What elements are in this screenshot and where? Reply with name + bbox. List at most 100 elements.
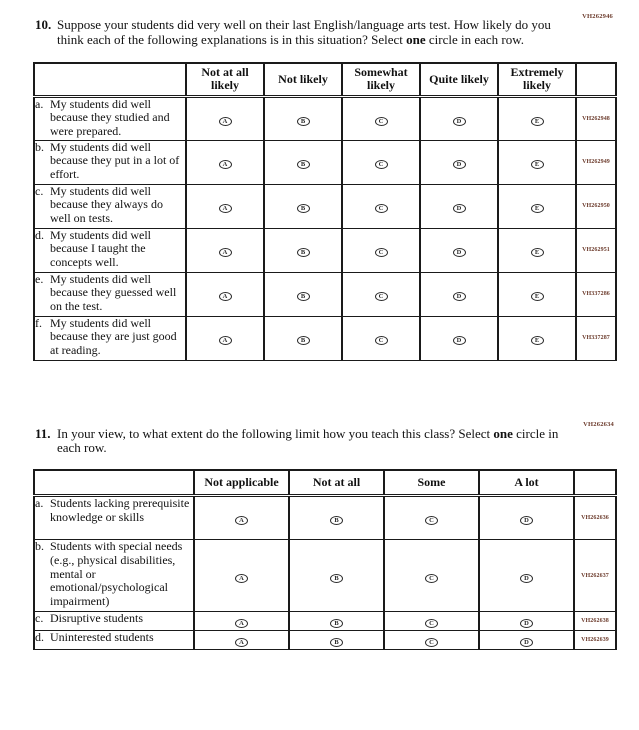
q11-a-bubble-b[interactable]: B — [330, 516, 343, 526]
q10-b-bubble-a[interactable]: A — [218, 160, 232, 170]
q11-a-bubble-d[interactable]: D — [520, 516, 533, 526]
q10-column-header-5: Extremely likely — [497, 62, 577, 98]
question-11-text-part1: In your view, to what extent do the foll… — [57, 425, 491, 441]
q11-column-header-1: Not applicable — [193, 468, 290, 498]
q10-c-bubble-e[interactable]: E — [530, 204, 544, 214]
q10-column-header-1: Not at all likely — [185, 62, 265, 98]
q10-c-bubble-b[interactable]: B — [296, 204, 310, 214]
q11-b-bubble-c[interactable]: C — [425, 573, 438, 583]
row-code: VH262949 — [575, 139, 617, 185]
q10-d-bubble-d[interactable]: D — [452, 248, 466, 258]
q11-b-bubble-d[interactable]: D — [520, 573, 533, 583]
q11-row-a: a. Students lacking prerequisite knowledg… — [33, 495, 617, 541]
row-label: My students did well because they put in… — [50, 139, 180, 181]
question-11: 11. In your view, to what extent do the … — [0, 420, 560, 456]
q10-d-bubble-b[interactable]: B — [296, 248, 310, 258]
q10-b-bubble-d[interactable]: D — [452, 160, 466, 170]
q10-row-a: a. My students did well because they stud… — [33, 95, 617, 141]
row-letter: a. — [35, 96, 44, 111]
q10-f-bubble-e[interactable]: E — [530, 336, 544, 346]
q10-a-bubble-a[interactable]: A — [218, 116, 232, 126]
q10-b-bubble-c[interactable]: C — [374, 160, 388, 170]
q10-b-bubble-b[interactable]: B — [296, 160, 310, 170]
q10-e-bubble-b[interactable]: B — [296, 292, 310, 302]
q10-d-bubble-e[interactable]: E — [530, 248, 544, 258]
q11-d-bubble-c[interactable]: C — [425, 638, 438, 648]
q10-c-bubble-d[interactable]: D — [452, 204, 466, 214]
q10-e-bubble-d[interactable]: D — [452, 292, 466, 302]
q10-column-header-2: Not likely — [263, 62, 343, 98]
q11-d-bubble-b[interactable]: B — [330, 638, 343, 648]
question-10-number: 10. — [35, 17, 52, 32]
q10-e-bubble-a[interactable]: A — [218, 292, 232, 302]
q11-c-bubble-b[interactable]: B — [330, 619, 343, 629]
q10-c-bubble-a[interactable]: A — [218, 204, 232, 214]
row-label: Students lacking prerequisite knowledge … — [50, 496, 190, 524]
q10-a-bubble-b[interactable]: B — [296, 116, 310, 126]
q11-row-d: d. Uninterested students A B C D VH262639 — [33, 630, 617, 651]
q11-c-bubble-c[interactable]: C — [425, 619, 438, 629]
question-10-text: Suppose your students did very well on t… — [57, 17, 560, 47]
question-11-text: In your view, to what extent do the foll… — [57, 425, 560, 456]
row-letter: c. — [35, 611, 44, 626]
row-code: VH262948 — [575, 95, 617, 141]
q10-f-bubble-c[interactable]: C — [374, 336, 388, 346]
q10-corner-cell — [33, 62, 187, 98]
row-letter: d. — [35, 227, 44, 242]
question-11-bold-word: one — [493, 425, 513, 441]
q10-c-bubble-c[interactable]: C — [374, 204, 388, 214]
question-11-number: 11. — [35, 425, 51, 441]
row-code: VH337286 — [575, 271, 617, 317]
row-label: My students did well because they always… — [50, 183, 163, 225]
q11-header-row: Not applicable Not at all Some A lot — [33, 468, 617, 498]
q10-e-bubble-c[interactable]: C — [374, 292, 388, 302]
row-letter: b. — [35, 139, 44, 154]
q11-d-bubble-a[interactable]: A — [235, 638, 248, 648]
q10-a-bubble-c[interactable]: C — [374, 116, 388, 126]
row-label: My students did well because they are ju… — [50, 315, 177, 357]
question-10-section: VH262946 10. Suppose your students did v… — [0, 0, 639, 361]
row-label: My students did well because they studie… — [50, 96, 170, 138]
q10-f-bubble-a[interactable]: A — [218, 336, 232, 346]
q10-e-bubble-e[interactable]: E — [530, 292, 544, 302]
question-10-text-part2: circle in each row. — [428, 31, 525, 47]
q11-b-bubble-a[interactable]: A — [235, 573, 248, 583]
row-label: My students did well because I taught th… — [50, 227, 151, 269]
q11-column-header-4: A lot — [478, 468, 575, 498]
row-code: VH262950 — [575, 183, 617, 229]
q11-column-header-3: Some — [383, 468, 480, 498]
q11-code-column-header — [573, 468, 617, 498]
q10-d-bubble-c[interactable]: C — [374, 248, 388, 258]
row-label: My students did well because they guesse… — [50, 271, 177, 313]
q11-c-bubble-d[interactable]: D — [520, 619, 533, 629]
q11-a-bubble-c[interactable]: C — [425, 516, 438, 526]
row-label: Uninterested students — [50, 630, 154, 645]
q11-row-c: c. Disruptive students A B C D VH262638 — [33, 611, 617, 632]
q11-b-bubble-b[interactable]: B — [330, 573, 343, 583]
q10-a-bubble-d[interactable]: D — [452, 116, 466, 126]
q10-row-e: e. My students did well because they gues… — [33, 271, 617, 317]
q10-row-c: c. My students did well because they alwa… — [33, 183, 617, 229]
row-code: VH262951 — [575, 227, 617, 273]
q11-d-bubble-d[interactable]: D — [520, 638, 533, 648]
question-10-accession-code: VH262946 — [582, 13, 613, 20]
q10-b-bubble-e[interactable]: E — [530, 160, 544, 170]
q10-f-bubble-b[interactable]: B — [296, 336, 310, 346]
q10-d-bubble-a[interactable]: A — [218, 248, 232, 258]
row-code: VH262638 — [573, 611, 617, 632]
q10-row-b: b. My students did well because they put … — [33, 139, 617, 185]
q11-response-table: Not applicable Not at all Some A lot a. S… — [33, 468, 617, 651]
q11-c-bubble-a[interactable]: A — [235, 619, 248, 629]
q11-a-bubble-a[interactable]: A — [235, 516, 248, 526]
row-letter: f. — [35, 315, 42, 330]
row-letter: e. — [35, 271, 44, 286]
q10-f-bubble-d[interactable]: D — [452, 336, 466, 346]
row-code: VH262639 — [573, 630, 617, 651]
q10-a-bubble-e[interactable]: E — [530, 116, 544, 126]
question-10: 10. Suppose your students did very well … — [0, 0, 560, 47]
row-letter: d. — [35, 630, 44, 645]
q10-response-table: Not at all likely Not likely Somewhat li… — [33, 62, 617, 361]
row-code: VH262636 — [573, 495, 617, 541]
question-11-text-part2: circle in each row. — [57, 425, 559, 456]
q10-row-d: d. My students did well because I taught … — [33, 227, 617, 273]
